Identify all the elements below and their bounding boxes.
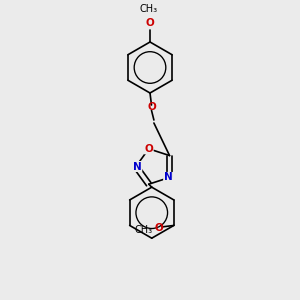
Text: CH₃: CH₃: [140, 4, 158, 14]
Text: N: N: [164, 172, 172, 182]
Text: O: O: [144, 144, 153, 154]
Text: O: O: [154, 224, 163, 233]
Text: O: O: [146, 19, 154, 28]
Text: CH₃: CH₃: [135, 225, 153, 235]
Text: O: O: [147, 102, 156, 112]
Text: N: N: [133, 161, 142, 172]
